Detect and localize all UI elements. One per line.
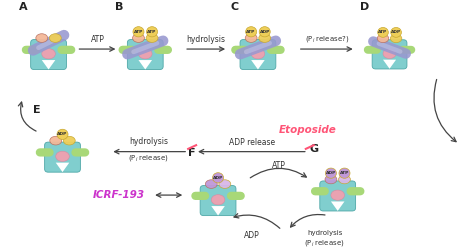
FancyBboxPatch shape (31, 40, 66, 69)
Text: F: F (188, 148, 196, 158)
Circle shape (57, 129, 68, 139)
Polygon shape (211, 206, 225, 215)
Text: ICRF-193: ICRF-193 (92, 190, 145, 200)
Ellipse shape (36, 34, 48, 42)
Polygon shape (138, 60, 152, 69)
FancyArrowPatch shape (128, 41, 163, 54)
Ellipse shape (64, 136, 75, 145)
Ellipse shape (133, 34, 145, 42)
Circle shape (246, 27, 256, 37)
Ellipse shape (219, 180, 231, 188)
Text: ATP: ATP (91, 35, 104, 44)
FancyBboxPatch shape (45, 142, 81, 172)
Ellipse shape (49, 34, 61, 42)
Polygon shape (331, 201, 345, 211)
Text: hydrolysis: hydrolysis (129, 137, 168, 146)
Text: ADP: ADP (57, 132, 68, 136)
Ellipse shape (138, 49, 152, 59)
Text: (P$_i$ release?): (P$_i$ release?) (305, 34, 349, 44)
Ellipse shape (146, 34, 158, 42)
Circle shape (146, 27, 157, 37)
FancyArrowPatch shape (33, 35, 64, 50)
Text: Etoposide: Etoposide (279, 125, 337, 135)
Ellipse shape (245, 34, 257, 42)
Circle shape (326, 168, 337, 178)
FancyBboxPatch shape (372, 40, 407, 69)
Circle shape (378, 27, 388, 37)
FancyArrowPatch shape (240, 41, 276, 54)
FancyBboxPatch shape (240, 40, 276, 69)
Circle shape (259, 27, 270, 37)
Text: ATP: ATP (134, 30, 143, 34)
Text: hydrolysis: hydrolysis (187, 35, 226, 44)
Text: A: A (18, 2, 27, 12)
Text: G: G (310, 144, 319, 154)
Text: ATP: ATP (272, 161, 286, 170)
Text: C: C (230, 2, 238, 12)
Polygon shape (42, 60, 55, 69)
FancyArrowPatch shape (38, 38, 59, 48)
Text: ATP: ATP (246, 30, 256, 34)
Text: (P$_i$ release): (P$_i$ release) (128, 153, 169, 163)
Ellipse shape (377, 34, 389, 43)
Ellipse shape (338, 175, 350, 184)
Ellipse shape (205, 180, 217, 188)
Text: ADP: ADP (326, 171, 336, 175)
FancyArrowPatch shape (373, 41, 406, 54)
Text: ADP: ADP (260, 30, 270, 34)
Ellipse shape (251, 49, 264, 59)
Ellipse shape (211, 195, 225, 205)
Ellipse shape (383, 49, 396, 59)
Circle shape (339, 168, 350, 178)
FancyBboxPatch shape (320, 181, 356, 211)
Text: ADP: ADP (213, 176, 223, 180)
Ellipse shape (42, 49, 55, 59)
Text: B: B (115, 2, 124, 12)
FancyBboxPatch shape (200, 186, 236, 216)
Circle shape (391, 27, 401, 37)
Text: ATP: ATP (147, 30, 157, 34)
Text: ADP: ADP (391, 30, 401, 34)
Circle shape (133, 27, 144, 37)
Text: ADP: ADP (244, 231, 260, 240)
Ellipse shape (56, 151, 69, 161)
Text: ATP: ATP (340, 171, 349, 175)
Text: E: E (33, 105, 40, 115)
Text: D: D (360, 2, 369, 12)
Polygon shape (251, 60, 264, 69)
FancyArrowPatch shape (379, 44, 400, 52)
Ellipse shape (50, 136, 62, 145)
Circle shape (212, 173, 224, 183)
Ellipse shape (331, 190, 345, 200)
Text: hydrolysis
(P$_i$ release): hydrolysis (P$_i$ release) (304, 230, 345, 248)
Polygon shape (56, 163, 69, 172)
FancyArrowPatch shape (246, 43, 270, 52)
FancyBboxPatch shape (128, 40, 163, 69)
Polygon shape (383, 60, 396, 69)
Ellipse shape (259, 34, 271, 42)
FancyArrowPatch shape (134, 43, 157, 52)
Text: ATP: ATP (378, 30, 388, 34)
Text: ADP release: ADP release (229, 138, 275, 147)
Ellipse shape (391, 34, 402, 43)
Ellipse shape (325, 175, 337, 184)
